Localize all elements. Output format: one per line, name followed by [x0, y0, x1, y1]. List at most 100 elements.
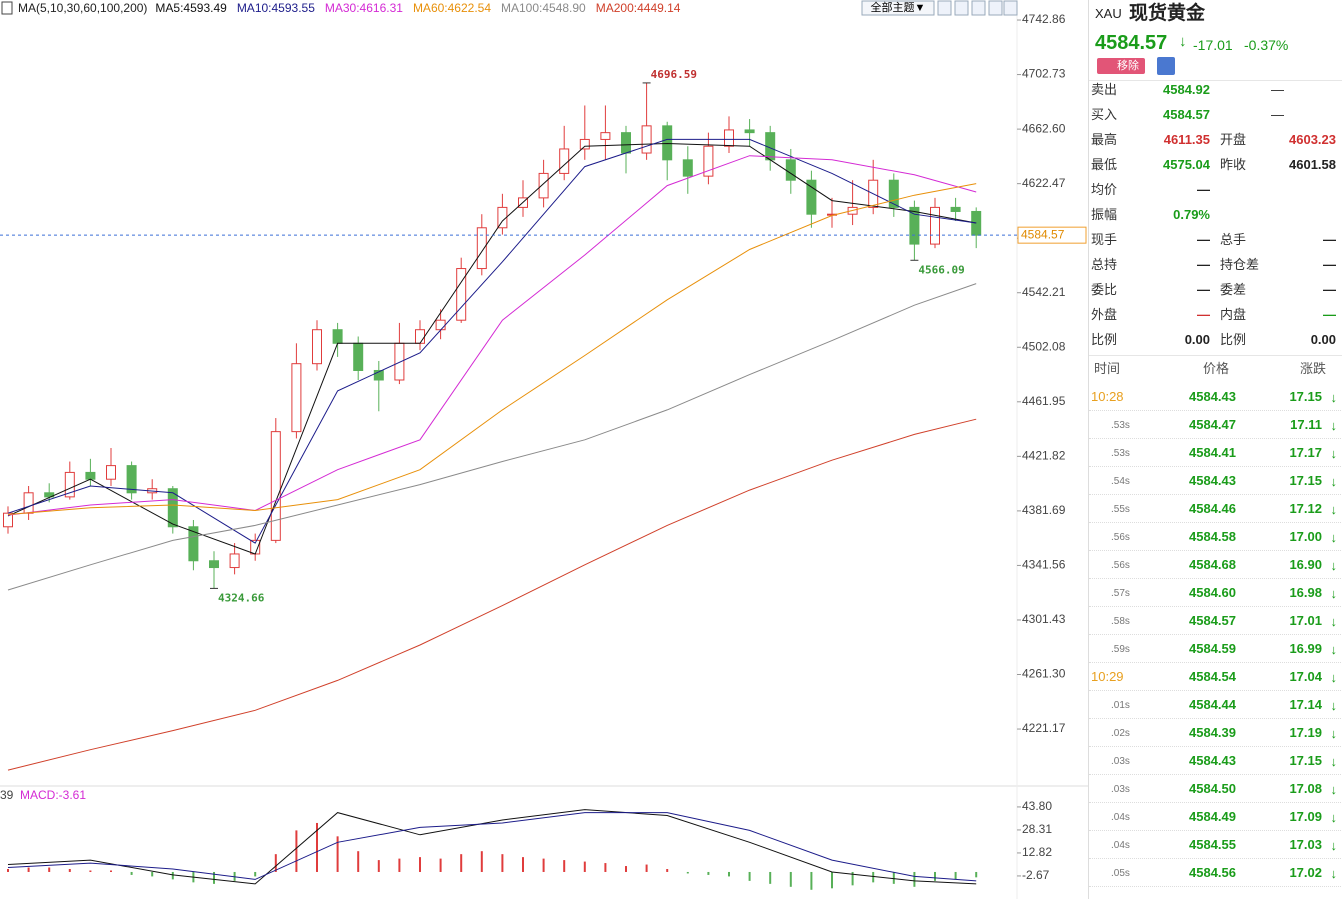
- field-label: 总持: [1091, 257, 1118, 272]
- candle-body: [415, 329, 425, 344]
- price-change: -17.01: [1193, 37, 1233, 53]
- field-label: 昨收: [1220, 157, 1247, 172]
- theme-button-label[interactable]: 全部主题▼: [871, 0, 926, 14]
- y-tick-label: 4662.60: [1022, 121, 1066, 135]
- symbol: XAU: [1095, 6, 1122, 21]
- candle-body: [312, 329, 322, 365]
- divider: [1089, 355, 1342, 356]
- trade-time: .05s: [1111, 868, 1130, 879]
- trade-price: 4584.39: [1189, 725, 1236, 740]
- field-label: 总手: [1220, 232, 1247, 247]
- last-price: 4584.57: [1095, 32, 1168, 54]
- trade-price: 4584.56: [1189, 865, 1236, 880]
- y-tick-label: -2.67: [1022, 868, 1050, 882]
- quote-panel: XAU 现货黄金 4584.57 ↓ -17.01 -0.37% 移除 卖出 4584.92 — 买…: [1088, 0, 1342, 899]
- trade-change: 17.19: [1289, 725, 1322, 740]
- y-tick-label: 12.82: [1022, 845, 1052, 859]
- trade-price: 4584.60: [1189, 585, 1236, 600]
- row-divider: [1089, 774, 1342, 775]
- indicator-label: MA(5,10,30,60,100,200): [18, 1, 147, 15]
- ma-line: [7, 155, 977, 516]
- candle-body: [724, 129, 734, 147]
- macd-line: [7, 812, 977, 882]
- trade-change: 16.99: [1289, 641, 1322, 656]
- field-label: 比例: [1220, 332, 1247, 347]
- candle-body: [229, 553, 240, 569]
- candle-body: [785, 159, 796, 181]
- tool-button[interactable]: [954, 0, 969, 16]
- field-label: 最低: [1091, 157, 1118, 172]
- field-value: 4584.57: [1163, 107, 1210, 122]
- tool-button[interactable]: [1003, 0, 1018, 16]
- trade-change: 17.11: [1290, 417, 1322, 432]
- field-label: 持仓差: [1220, 257, 1260, 272]
- trade-time: .02s: [1111, 728, 1130, 739]
- field-value: —: [1197, 232, 1210, 247]
- field-value: —: [1197, 307, 1210, 322]
- field-label: 委比: [1091, 282, 1118, 297]
- instrument-name: 现货黄金: [1129, 3, 1206, 24]
- field-label: 比例: [1091, 332, 1118, 347]
- candle-body: [270, 431, 281, 541]
- trade-change: 17.02: [1289, 865, 1322, 880]
- remove-button[interactable]: 移除: [1097, 58, 1145, 74]
- trade-arrow: ↓: [1330, 642, 1338, 657]
- trade-time: .55s: [1111, 504, 1130, 515]
- ma-line: [7, 142, 977, 555]
- macd-prev-label: 39: [0, 788, 14, 802]
- y-tick-label: 4502.08: [1022, 339, 1066, 353]
- tool-button[interactable]: [988, 0, 1003, 16]
- field-value: —: [1323, 257, 1336, 272]
- theme-button[interactable]: [861, 0, 935, 16]
- field-value: —: [1323, 232, 1336, 247]
- y-tick-label: 4341.56: [1022, 558, 1066, 572]
- trade-price: 4584.55: [1189, 837, 1236, 852]
- ma-line: [7, 183, 977, 515]
- y-tick-label: 4261.30: [1022, 667, 1066, 681]
- tool-button[interactable]: [937, 0, 952, 16]
- trade-price: 4584.46: [1189, 501, 1236, 516]
- trade-time: .53s: [1111, 448, 1130, 459]
- field-label: 最高: [1091, 132, 1118, 147]
- current-price-box: [1017, 226, 1087, 244]
- trade-change: 17.08: [1289, 781, 1322, 796]
- candle-body: [950, 206, 961, 212]
- macd-label: MACD:-3.61: [20, 788, 86, 802]
- candle-body: [44, 492, 55, 498]
- trade-price: 4584.59: [1189, 641, 1236, 656]
- field-value: —: [1197, 182, 1210, 197]
- trade-arrow: ↓: [1330, 726, 1338, 741]
- field-label: 开盘: [1220, 132, 1247, 147]
- candle-body: [559, 148, 570, 174]
- divider: [1089, 80, 1342, 81]
- row-divider: [1089, 494, 1342, 495]
- trade-time: .54s: [1111, 476, 1130, 487]
- trade-arrow: ↓: [1330, 586, 1338, 601]
- row-divider: [1089, 550, 1342, 551]
- y-tick-label: 43.80: [1022, 799, 1052, 813]
- tool-button[interactable]: [971, 0, 986, 16]
- trade-arrow: ↓: [1330, 614, 1338, 629]
- trade-arrow: ↓: [1330, 670, 1338, 685]
- row-divider: [1089, 522, 1342, 523]
- trade-arrow: ↓: [1330, 474, 1338, 489]
- alert-button[interactable]: [1157, 57, 1175, 75]
- candle-body: [538, 172, 549, 199]
- candle-body: [126, 465, 137, 494]
- trade-change: 17.01: [1289, 613, 1322, 628]
- legend-entry: MA60:4622.54: [413, 1, 491, 15]
- field-value: 0.79%: [1173, 207, 1210, 222]
- column-header: 价格: [1203, 361, 1230, 376]
- field-value: 0.00: [1310, 332, 1336, 347]
- candle-body: [291, 363, 302, 433]
- row-divider: [1089, 438, 1342, 439]
- candle-body: [579, 138, 590, 150]
- column-header: 涨跌: [1299, 361, 1326, 376]
- candle-body: [188, 526, 199, 562]
- row-divider: [1089, 802, 1342, 803]
- trade-price: 4584.41: [1189, 445, 1236, 460]
- trade-time: .53s: [1111, 420, 1130, 431]
- trade-arrow: ↓: [1330, 698, 1338, 713]
- candle-body: [930, 206, 940, 245]
